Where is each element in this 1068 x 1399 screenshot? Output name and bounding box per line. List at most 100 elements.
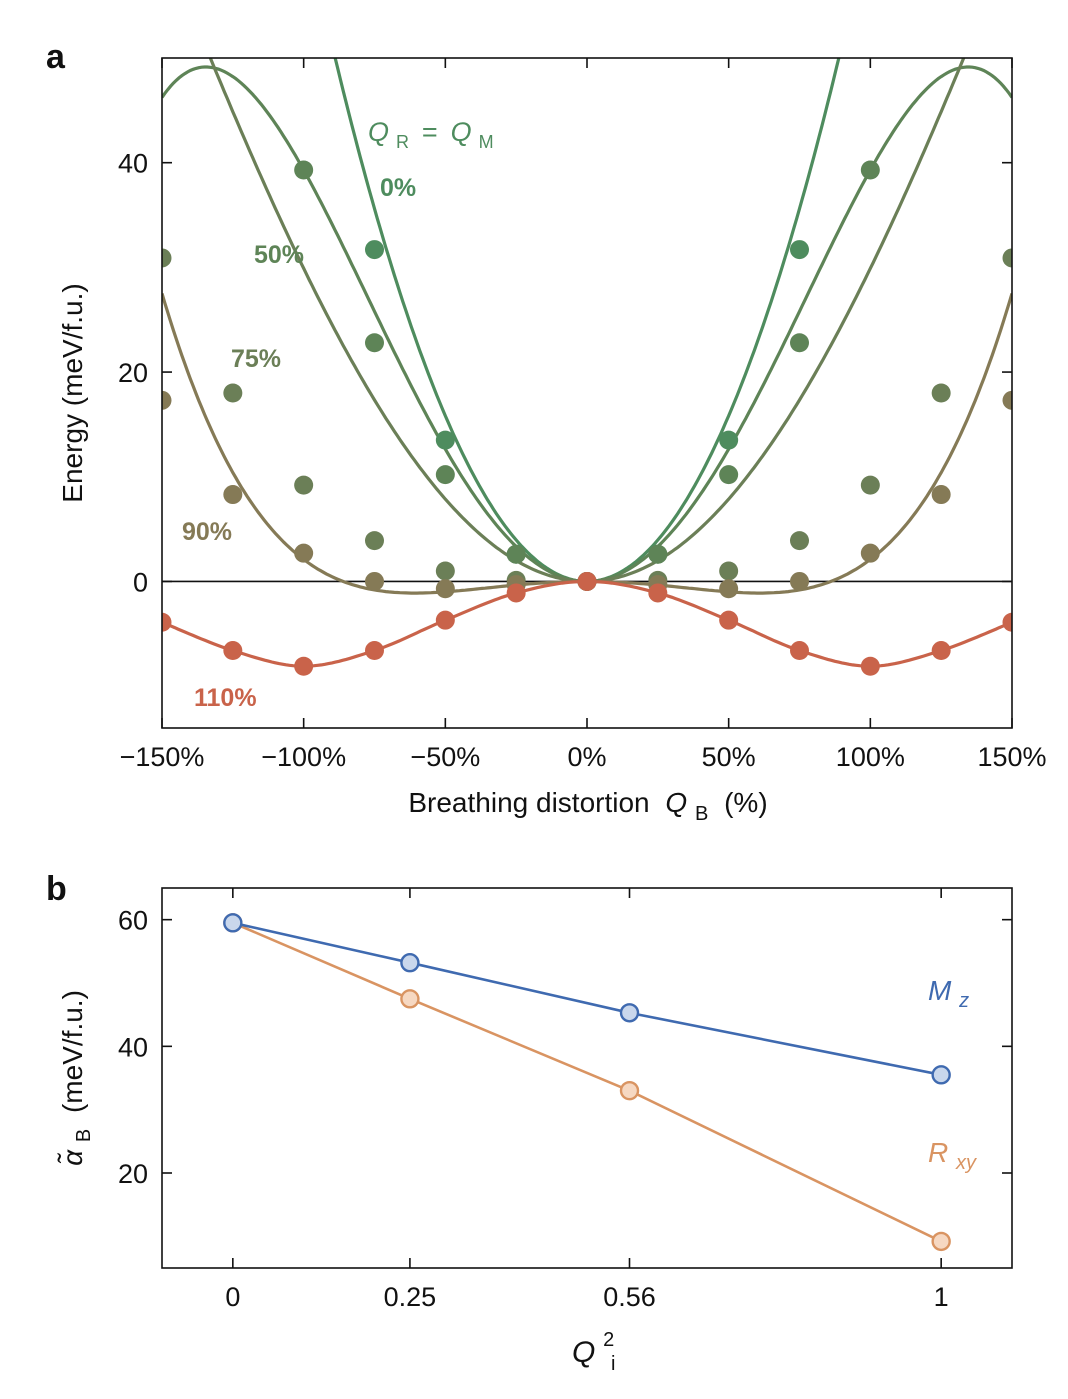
panel-a-label: a (46, 38, 66, 76)
series-1-point-2 (435, 465, 455, 485)
panel-b-label: b (46, 870, 67, 908)
series-line-3 (162, 293, 1012, 595)
header-q2: Q (451, 117, 472, 147)
panel-a-xlabel: Breathing distortion Q B (%) (408, 787, 767, 826)
series-3-point-8 (719, 579, 739, 599)
panel-b-frame (161, 887, 1013, 1269)
panel-b-ticks: 0 0.25 0.56 1 20 40 60 (118, 888, 1012, 1312)
series-b-0-point-0 (223, 913, 243, 933)
panel-a-curves (162, 58, 1012, 676)
panel-b-ylabel: α̃ B (meV/f.u.) (57, 990, 96, 1166)
b-x-tick-label-1: 0.25 (384, 1282, 437, 1312)
series-label-mz: M z (928, 975, 969, 1012)
series-2-point-2 (294, 475, 314, 495)
series-line-4 (162, 579, 1012, 668)
series-b-1-point-1 (400, 989, 420, 1009)
panel-b-ylabel-symbol: α̃ (57, 1149, 88, 1166)
series-2-point-12 (1002, 248, 1012, 268)
series-4-point-8 (719, 610, 739, 630)
series-label-50: 50% (254, 241, 304, 269)
panel-a-ylabel: Energy (meV/f.u.) (57, 283, 88, 502)
x-tick-label-3: 0% (567, 742, 606, 772)
series-4-point-0 (162, 612, 172, 632)
series-3-point-3 (365, 571, 384, 591)
series-4-point-1 (223, 641, 243, 661)
y-tick-label-0: 0 (133, 567, 148, 597)
panel-b-ylabel-sub: B (73, 1129, 95, 1142)
b-y-tick-label-2: 60 (118, 906, 148, 936)
panel-a-xlabel-sub: B (695, 803, 708, 825)
x-tick-label-0: −150% (120, 742, 205, 772)
series-4-point-6 (577, 571, 597, 591)
series-0-point-5 (719, 430, 739, 450)
series-1-point-6 (719, 465, 739, 485)
b-y-tick-label-1: 40 (118, 1032, 148, 1062)
panel-b-xlabel-symbol: Q (572, 1336, 595, 1369)
series-line-2 (208, 58, 966, 583)
series-4-point-9 (790, 641, 809, 661)
panel-a-xlabel-text: Breathing distortion (408, 787, 649, 818)
panel-b-ylabel-unit: (meV/f.u.) (57, 990, 88, 1113)
series-2-point-11 (931, 383, 951, 403)
panel-a-ticks: −150% −100% −50% 0% 50% 100% 150% 0 20 40 (118, 58, 1047, 772)
series-4-point-4 (435, 610, 455, 630)
series-label-mz-main: M (928, 975, 952, 1006)
panel-a-plot-area (162, 58, 1012, 676)
series-3-point-0 (162, 390, 172, 410)
x-tick-label-6: 150% (977, 742, 1046, 772)
series-3-point-1 (223, 485, 243, 505)
panel-a: a −150% −100% −50% 0% 50% 100% 150% 0 20 40 Energ… (46, 38, 1047, 826)
series-4-point-11 (931, 641, 951, 661)
series-b-line-1 (232, 921, 942, 1243)
panel-a-frame (161, 57, 1013, 729)
series-1-point-0 (294, 160, 314, 180)
series-1-point-7 (790, 333, 809, 353)
header-eq: = (422, 117, 438, 147)
series-label-0: 0% (380, 174, 416, 202)
series-b-0-point-2 (619, 1003, 640, 1023)
x-tick-label-5: 100% (836, 742, 905, 772)
series-1-point-5 (648, 544, 668, 564)
series-2-point-3 (365, 531, 384, 551)
series-label-mz-sub: z (958, 990, 969, 1012)
series-label-rxy: R xy (928, 1137, 977, 1174)
series-3-point-2 (294, 543, 314, 563)
header-q1: Q (368, 117, 389, 147)
series-label-rxy-sub: xy (955, 1152, 977, 1174)
panel-b-xlabel: Q 2 i (572, 1321, 622, 1375)
series-0-point-0 (365, 240, 384, 260)
panel-b-curves (223, 913, 951, 1252)
b-x-tick-label-3: 1 (934, 1282, 949, 1312)
series-4-point-2 (294, 656, 314, 676)
series-line-0 (333, 58, 841, 583)
b-x-tick-label-2: 0.56 (603, 1282, 656, 1312)
panel-a-header-label: Q R = Q M (368, 117, 494, 154)
b-x-tick-label-0: 0 (225, 1282, 240, 1312)
series-0-point-6 (790, 240, 809, 260)
series-3-point-9 (790, 571, 809, 591)
x-tick-label-1: −100% (261, 742, 346, 772)
series-2-point-9 (790, 531, 809, 551)
series-2-point-10 (860, 475, 880, 495)
series-1-point-3 (506, 544, 526, 564)
series-b-1-point-2 (619, 1080, 640, 1101)
series-2-point-0 (162, 248, 172, 268)
series-1-point-1 (365, 333, 384, 353)
header-sub1: R (396, 132, 409, 152)
series-0-point-1 (435, 430, 455, 450)
series-4-point-10 (860, 656, 880, 676)
panel-b: b 0 0.25 0.56 1 20 40 60 α̃ B (meV/f.u.) Q 2 i… (46, 870, 1013, 1375)
series-4-point-5 (506, 583, 526, 603)
panel-a-xlabel-unit: (%) (724, 787, 768, 818)
series-3-point-12 (1002, 390, 1012, 410)
series-4-point-12 (1002, 612, 1012, 632)
series-b-0-point-1 (400, 953, 420, 973)
series-b-line-0 (232, 921, 942, 1077)
series-2-point-1 (223, 383, 243, 403)
panel-b-xlabel-sup: 2 (603, 1329, 614, 1351)
series-3-point-4 (435, 579, 455, 599)
series-3-point-10 (860, 543, 880, 563)
x-tick-label-4: 50% (702, 742, 756, 772)
series-4-point-3 (365, 641, 384, 661)
